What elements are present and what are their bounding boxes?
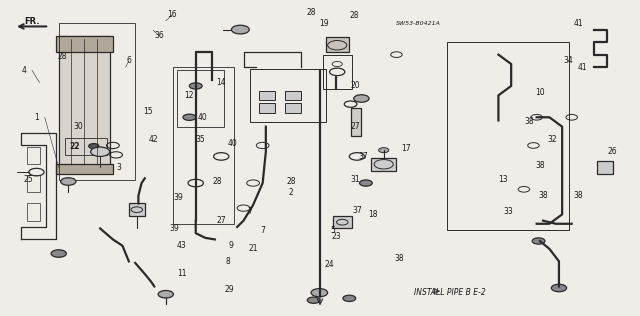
Text: 17: 17	[401, 144, 411, 153]
Circle shape	[61, 178, 76, 185]
Circle shape	[51, 250, 67, 257]
Bar	[27, 204, 40, 221]
Text: 38: 38	[395, 254, 404, 263]
Text: 42: 42	[148, 135, 158, 144]
Text: 6: 6	[126, 56, 131, 65]
Text: 13: 13	[498, 175, 508, 185]
Text: 38: 38	[524, 118, 534, 126]
Text: 2: 2	[289, 188, 294, 197]
Circle shape	[91, 147, 109, 156]
Bar	[259, 91, 275, 100]
Text: 39: 39	[173, 193, 184, 202]
Bar	[250, 69, 326, 122]
Circle shape	[360, 180, 372, 186]
Bar	[65, 138, 106, 155]
Text: INSTALL PIPE B E-2: INSTALL PIPE B E-2	[414, 288, 486, 297]
Text: 38: 38	[535, 161, 545, 170]
Text: 32: 32	[547, 135, 557, 144]
Text: 38: 38	[573, 191, 583, 200]
Circle shape	[89, 143, 99, 149]
Text: 38: 38	[538, 191, 548, 200]
Bar	[333, 216, 352, 228]
Circle shape	[311, 289, 328, 297]
Text: 31: 31	[350, 175, 360, 185]
Bar	[56, 36, 113, 52]
Bar	[27, 147, 40, 164]
Text: 14: 14	[216, 78, 226, 87]
Circle shape	[551, 284, 566, 292]
Text: 18: 18	[368, 210, 378, 219]
Circle shape	[189, 83, 202, 89]
Text: 10: 10	[535, 88, 545, 97]
Bar	[27, 175, 40, 192]
Text: 23: 23	[331, 232, 340, 241]
Text: 28: 28	[57, 52, 67, 61]
Bar	[285, 103, 301, 112]
Circle shape	[532, 238, 545, 244]
Text: 12: 12	[184, 91, 194, 100]
Text: 1: 1	[34, 113, 39, 122]
Text: 4: 4	[21, 66, 26, 75]
Bar	[59, 23, 135, 180]
Text: 26: 26	[607, 147, 617, 156]
Text: 7: 7	[248, 207, 252, 216]
Text: 40: 40	[197, 113, 207, 122]
Text: 41: 41	[573, 19, 583, 28]
Text: 28: 28	[349, 11, 358, 20]
Circle shape	[379, 148, 389, 153]
Text: 5: 5	[330, 226, 335, 234]
Circle shape	[307, 297, 320, 303]
Text: 41: 41	[578, 63, 588, 72]
Text: 20: 20	[350, 82, 360, 90]
Circle shape	[183, 114, 196, 120]
Text: 37: 37	[352, 206, 362, 215]
Bar	[173, 67, 234, 224]
Text: SW53-B0421A: SW53-B0421A	[396, 21, 442, 26]
Text: 34: 34	[564, 56, 573, 65]
Text: 3: 3	[117, 163, 122, 172]
Text: 22: 22	[70, 142, 80, 151]
Bar	[597, 161, 613, 174]
Bar	[56, 164, 113, 174]
Text: 28: 28	[287, 177, 296, 186]
Circle shape	[354, 95, 369, 102]
Text: 8: 8	[225, 257, 230, 266]
Text: 25: 25	[24, 175, 34, 185]
Text: 24: 24	[324, 260, 334, 269]
Bar	[326, 37, 349, 52]
Text: 28: 28	[212, 177, 221, 186]
Circle shape	[343, 295, 356, 301]
Bar	[129, 204, 145, 216]
Text: 35: 35	[195, 135, 205, 144]
Text: 36: 36	[154, 31, 164, 40]
Text: 30: 30	[73, 122, 83, 131]
Text: 28: 28	[307, 8, 316, 17]
Text: 16: 16	[167, 10, 177, 19]
Text: 21: 21	[248, 244, 258, 253]
Text: 7: 7	[260, 226, 265, 234]
Text: 39: 39	[170, 224, 180, 233]
Text: 37: 37	[358, 152, 368, 161]
Circle shape	[158, 290, 173, 298]
Bar	[447, 42, 568, 230]
Circle shape	[232, 25, 249, 34]
Text: 43: 43	[176, 241, 186, 250]
Bar	[259, 103, 275, 112]
Bar	[177, 70, 225, 127]
Text: 27: 27	[216, 216, 226, 225]
Bar	[323, 55, 352, 89]
Text: 33: 33	[503, 207, 513, 216]
Bar	[285, 91, 301, 100]
Bar	[351, 108, 361, 136]
Text: 15: 15	[143, 106, 153, 116]
Text: 29: 29	[225, 285, 234, 294]
Text: 11: 11	[177, 270, 186, 278]
Bar	[59, 36, 109, 167]
Text: 27: 27	[350, 122, 360, 131]
Text: 40: 40	[227, 139, 237, 149]
Text: 19: 19	[319, 19, 328, 28]
Text: FR.: FR.	[24, 17, 40, 27]
Bar	[371, 158, 396, 171]
Text: 9: 9	[228, 241, 233, 250]
